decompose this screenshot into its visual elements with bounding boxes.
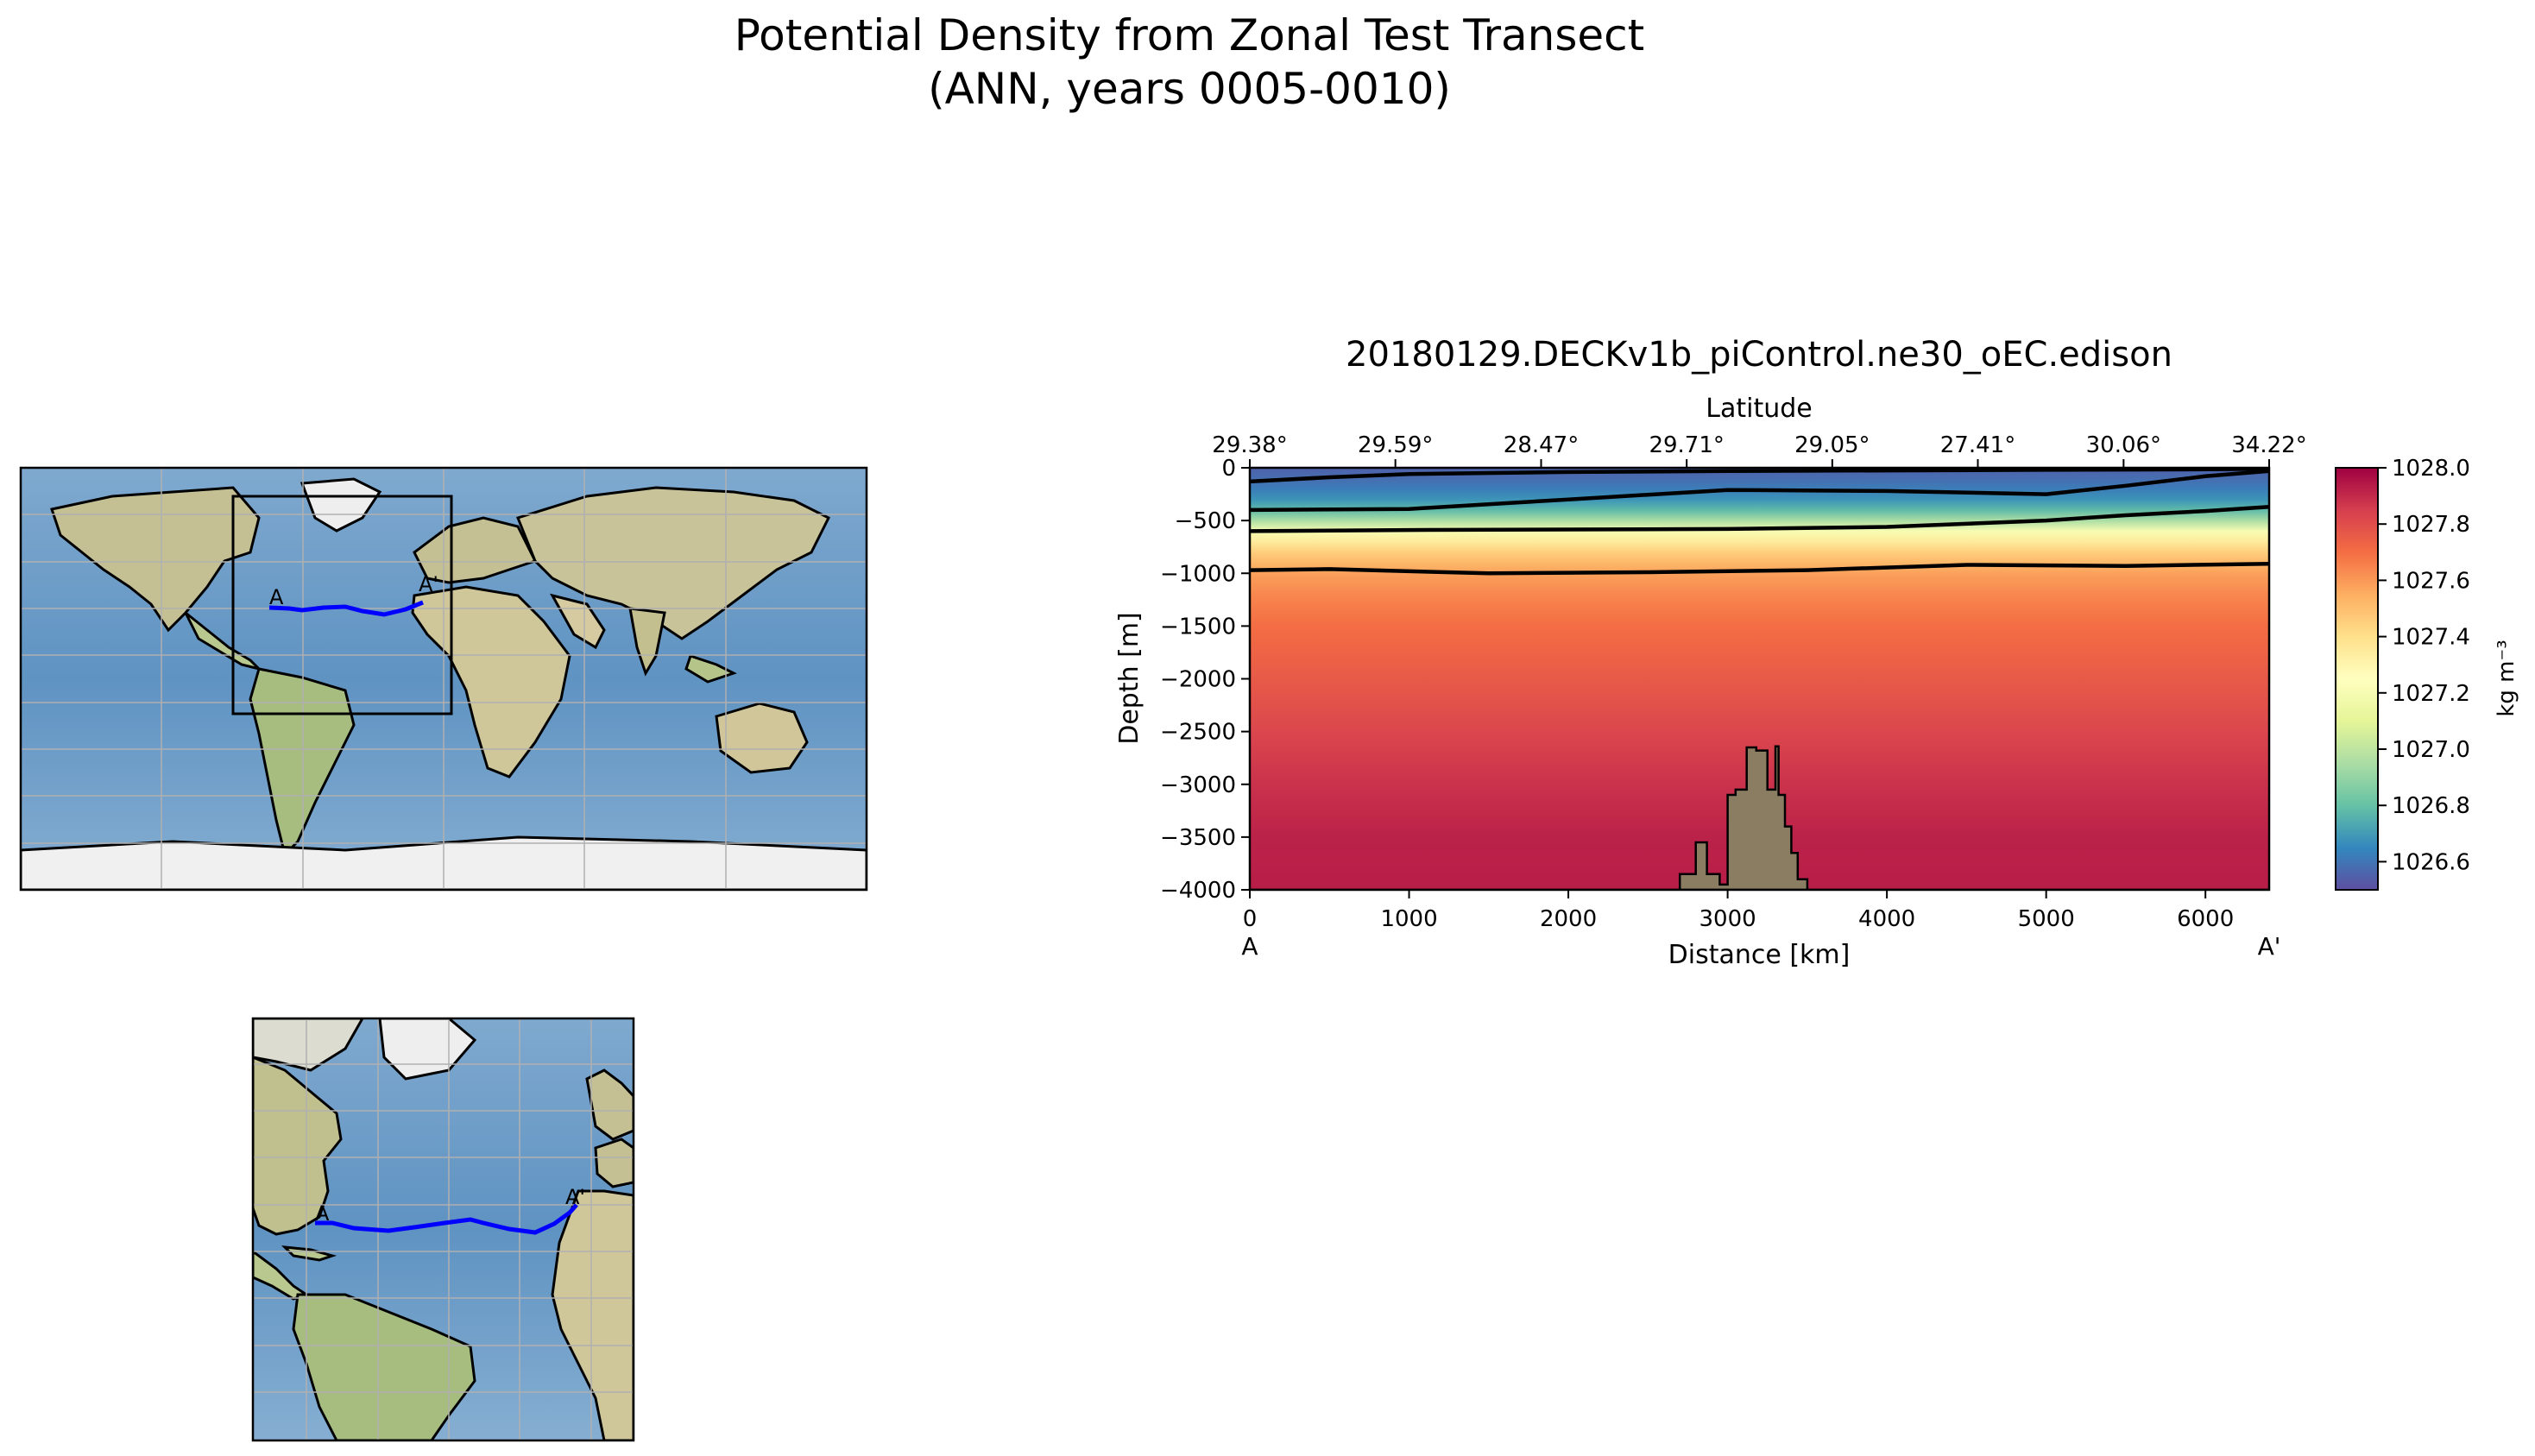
y-tick-label: −3000 [1160,772,1236,798]
x-axis-ticks: 0 1000 2000 3000 4000 5000 6000 [1243,890,2234,932]
inset-map: A A' [251,1017,635,1442]
colorbar-ticks: 1026.6 1026.8 1027.0 1027.2 1027.4 1027.6 1027… [2378,456,2470,875]
y-tick-label: −3500 [1160,825,1236,851]
global-map-inset-box [231,495,453,715]
y-tick-label: −1000 [1160,561,1236,587]
top-tick-label: 34.22° [2231,432,2306,458]
contour-line-1 [1250,468,2269,484]
top-tick-label: 29.71° [1649,432,1724,458]
colorbar-label: kg m⁻³ [2494,640,2519,716]
contour-line-3 [1250,504,2269,533]
y-tick-label: −4000 [1160,878,1236,904]
colorbar-tick-label: 1028.0 [2392,456,2470,482]
figure-title-line1: Potential Density from Zonal Test Transe… [735,10,1644,60]
global-map-label-end: A' [419,572,438,596]
top-tick-label: 29.05° [1794,432,1870,458]
x-axis-label: Distance [km] [1668,940,1851,970]
x-tick-label: 5000 [2018,906,2075,932]
top-axis-ticks: 29.38° 29.59° 28.47° 29.71° 29.05° 27.41° 30.0… [1212,432,2307,468]
top-tick-label: 28.47° [1504,432,1579,458]
y-tick-label: 0 [1221,456,1236,482]
global-map-landmasses [21,468,867,890]
y-tick-label: −1500 [1160,614,1236,640]
section-plot: 20180129.DECKv1b_piControl.ne30_oEC.edis… [1114,335,2307,970]
colorbar-tick-label: 1027.2 [2392,681,2470,707]
y-tick-label: −2500 [1160,720,1236,746]
colorbar: 1026.6 1026.8 1027.0 1027.2 1027.4 1027.6 1027… [2335,456,2519,891]
top-tick-label: 27.41° [1940,432,2015,458]
global-map-label-start: A [269,585,284,609]
global-map-transect-line [268,600,424,617]
inset-map-label-end: A' [565,1185,585,1209]
global-map: A A' [19,466,868,892]
inset-map-landmasses [253,1018,634,1440]
global-map-gridlines [21,468,867,890]
inset-map-label-start: A [315,1201,330,1226]
top-tick-label: 29.59° [1358,432,1433,458]
y-axis-ticks: 0 −500 −1000 −1500 −2000 −2500 −3000 −3500 −4000 [1160,456,1250,904]
contour-line-2 [1250,469,2269,513]
x-tick-label: 4000 [1858,906,1915,932]
endpoint-label-end: A' [2258,932,2281,961]
colorbar-tick-label: 1026.6 [2392,849,2470,875]
y-tick-label: −500 [1175,508,1236,534]
colorbar-tick-label: 1027.4 [2392,625,2470,651]
x-tick-label: 0 [1243,906,1258,932]
contour-lines [1250,468,2269,576]
endpoint-label-start: A [1241,932,1258,961]
colorbar-tick-label: 1027.6 [2392,568,2470,594]
x-tick-label: 6000 [2177,906,2234,932]
bathymetry [1250,745,2269,890]
colorbar-tick-label: 1027.8 [2392,512,2470,538]
section-title: 20180129.DECKv1b_piControl.ne30_oEC.edis… [1346,335,2172,375]
x-tick-label: 1000 [1380,906,1437,932]
figure-title-line2: (ANN, years 0005-0010) [928,64,1451,114]
top-axis-label: Latitude [1706,394,1812,424]
y-tick-label: −2000 [1160,667,1236,693]
colorbar-fill [2335,467,2379,891]
top-tick-label: 30.06° [2086,432,2161,458]
inset-map-transect-line [315,1203,578,1235]
x-tick-label: 2000 [1540,906,1597,932]
contour-line-4 [1250,561,2269,576]
y-axis-label: Depth [m] [1114,612,1145,745]
colorbar-tick-label: 1027.0 [2392,737,2470,763]
top-tick-label: 29.38° [1212,432,1287,458]
x-tick-label: 3000 [1699,906,1756,932]
colorbar-tick-label: 1026.8 [2392,793,2470,819]
